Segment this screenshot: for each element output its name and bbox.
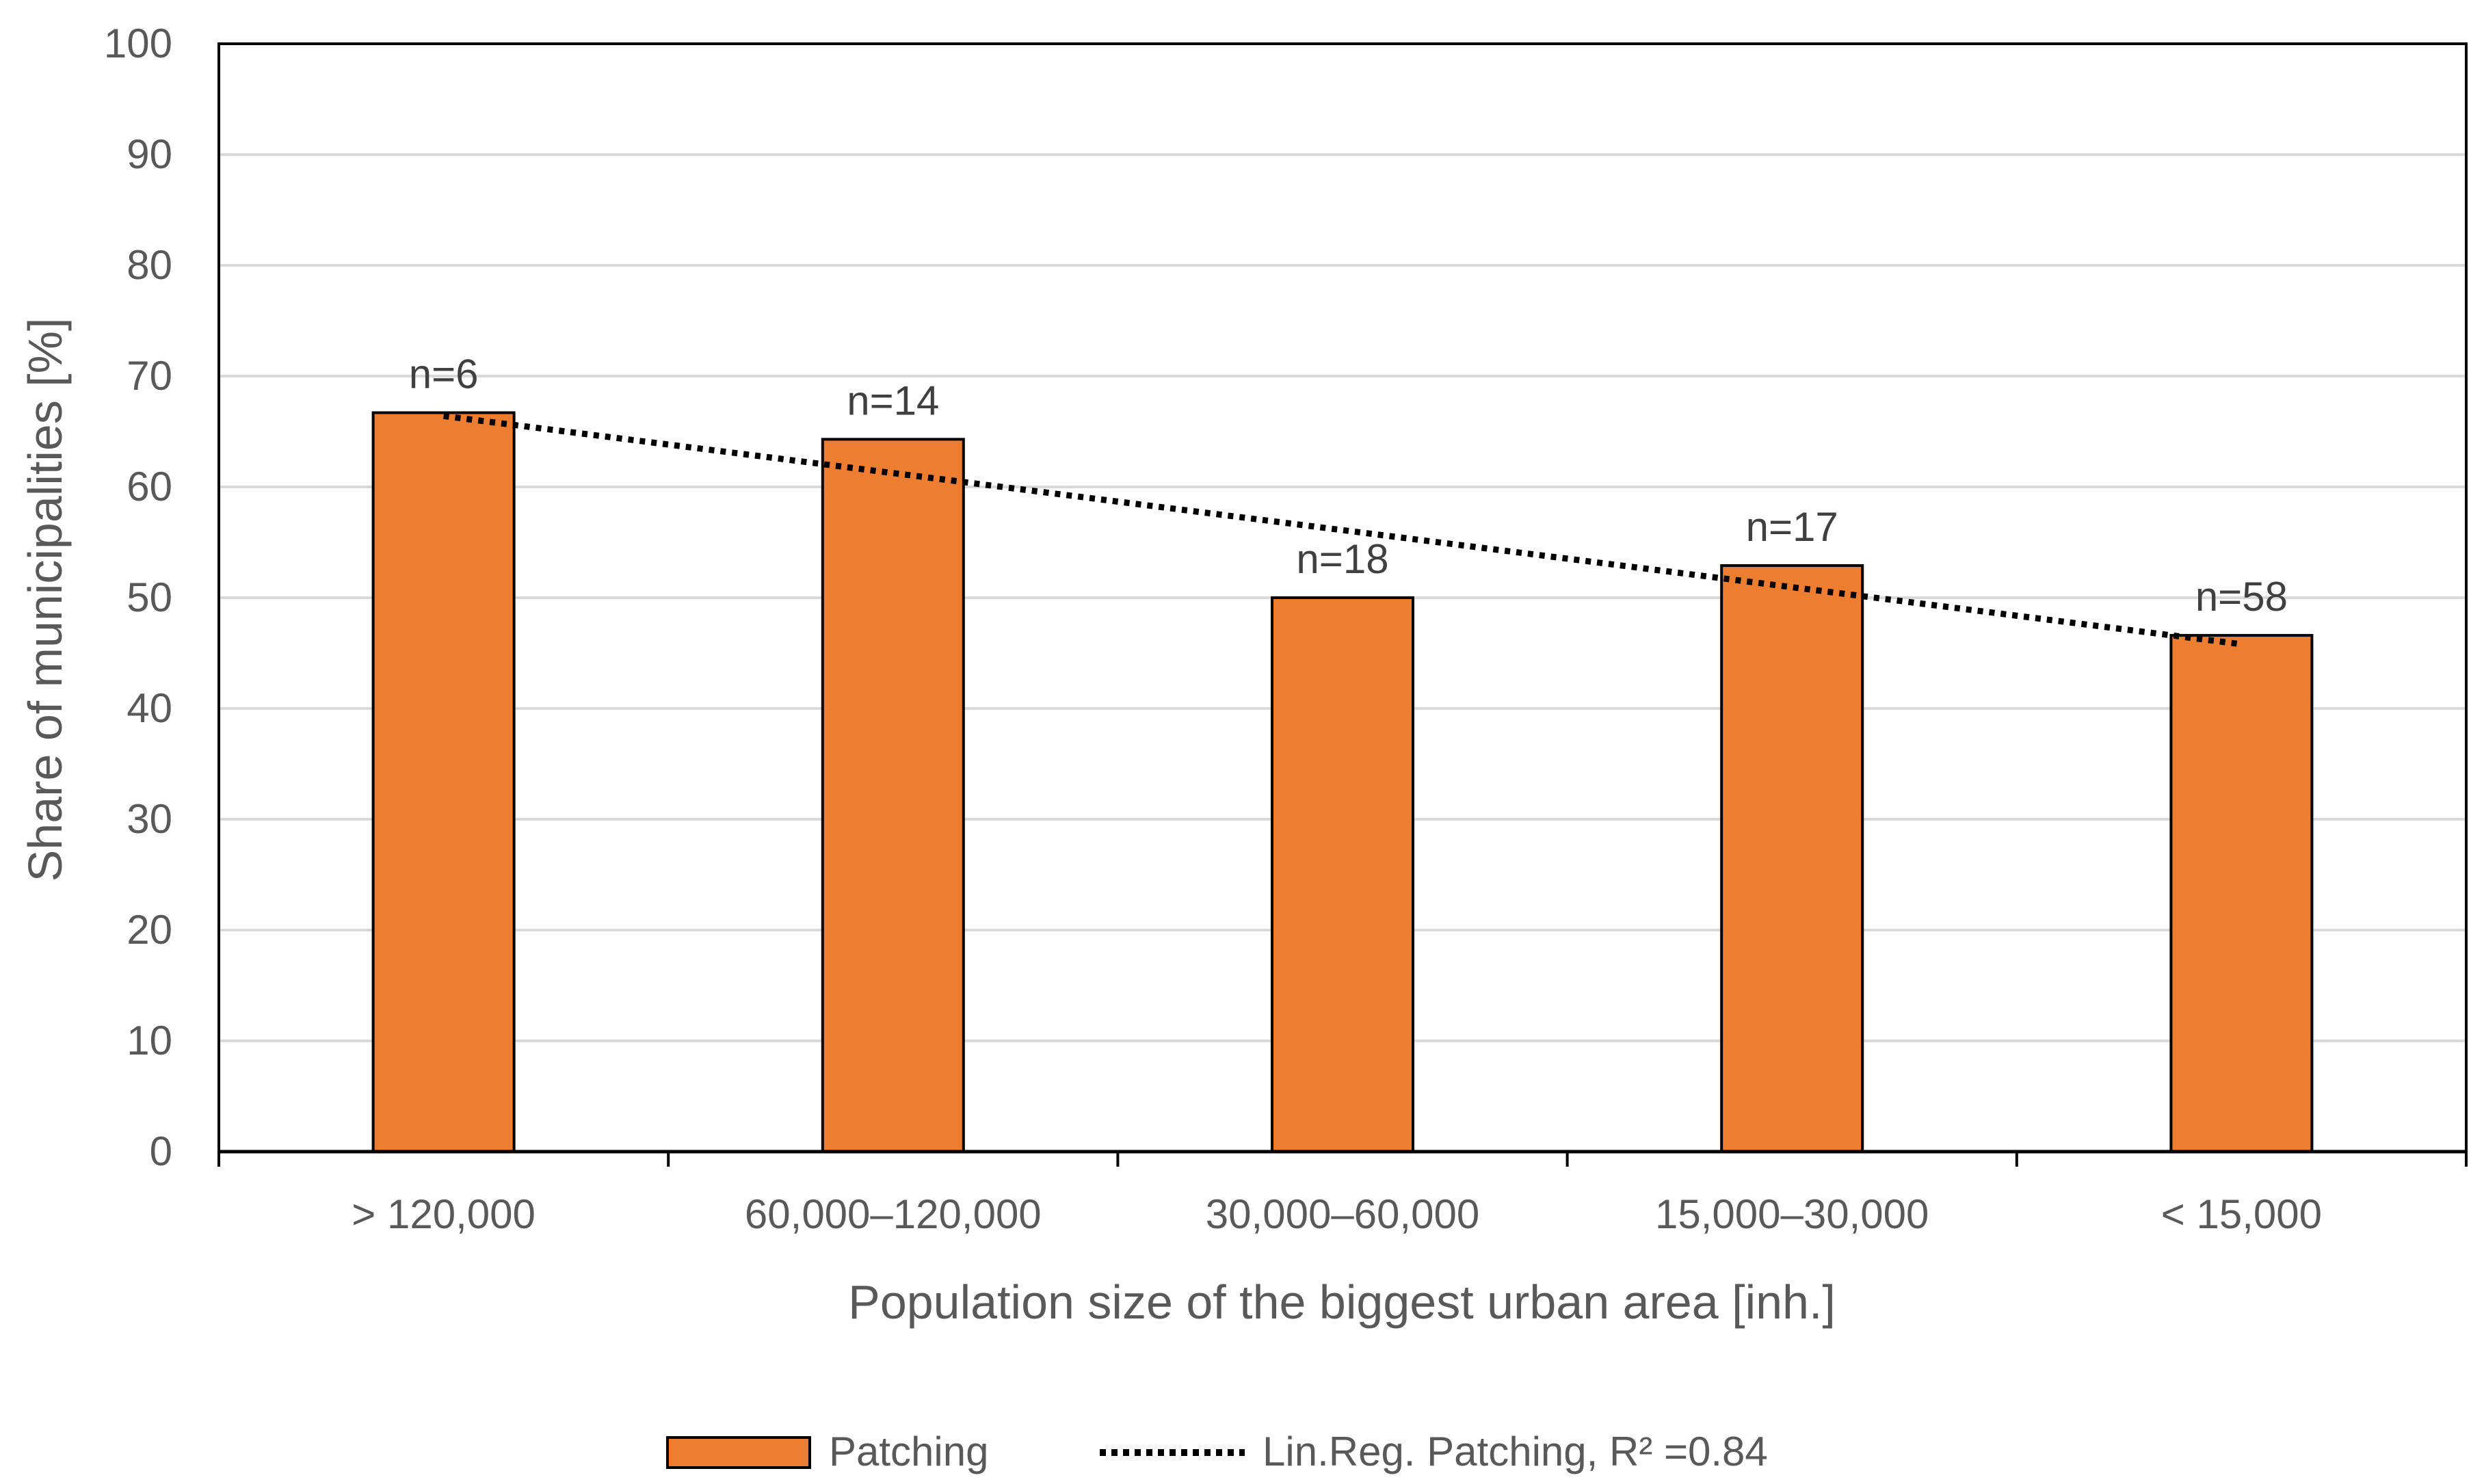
legend-swatch-patching xyxy=(666,1436,811,1469)
data-label-2: n=14 xyxy=(847,377,939,423)
data-label-3: n=18 xyxy=(1296,536,1388,582)
y-tick-label-10: 10 xyxy=(127,1018,172,1063)
y-tick-labels: 0 10 20 30 40 50 60 70 80 90 100 xyxy=(104,21,172,1174)
y-tick-label-20: 20 xyxy=(127,907,172,953)
data-labels: n=6 n=14 n=18 n=17 n=58 xyxy=(409,351,2288,620)
y-tick-label-60: 60 xyxy=(127,464,172,509)
legend: Patching Lin.Reg. Patching, R² =0.84 xyxy=(666,1429,1768,1474)
plot-frame xyxy=(217,42,2468,1167)
y-tick-label-90: 90 xyxy=(127,131,172,177)
bars xyxy=(371,411,2314,1154)
x-tick-label-4: 15,000–30,000 xyxy=(1655,1191,1929,1237)
data-label-1: n=6 xyxy=(409,351,479,397)
y-tick-label-40: 40 xyxy=(127,685,172,731)
bar-4 xyxy=(1720,564,1864,1153)
y-tick-label-30: 30 xyxy=(127,796,172,842)
bar-1 xyxy=(371,411,516,1154)
y-axis-title: Share of municipalities [%] xyxy=(18,318,72,882)
x-tick-labels: > 120,000 60,000–120,000 30,000–60,000 15,0… xyxy=(352,1191,2322,1237)
y-tick-label-80: 80 xyxy=(127,242,172,288)
x-tick-label-3: 30,000–60,000 xyxy=(1206,1191,1479,1237)
y-tick-label-100: 100 xyxy=(104,21,172,66)
bar-3 xyxy=(1271,596,1414,1153)
x-tick-label-2: 60,000–120,000 xyxy=(745,1191,1042,1237)
bar-5 xyxy=(2169,634,2314,1153)
y-tick-label-70: 70 xyxy=(127,353,172,399)
bar-2 xyxy=(821,438,965,1154)
data-label-5: n=58 xyxy=(2195,574,2288,620)
legend-label-trendline: Lin.Reg. Patching, R² =0.84 xyxy=(1263,1429,1768,1474)
y-tick-label-0: 0 xyxy=(150,1128,172,1174)
x-tick-label-1: > 120,000 xyxy=(352,1191,536,1237)
data-label-4: n=17 xyxy=(1746,504,1838,550)
y-tick-label-50: 50 xyxy=(127,574,172,620)
x-axis-title: Population size of the biggest urban are… xyxy=(848,1275,1836,1329)
x-tick-label-5: < 15,000 xyxy=(2161,1191,2322,1237)
legend-label-patching: Patching xyxy=(829,1429,989,1474)
